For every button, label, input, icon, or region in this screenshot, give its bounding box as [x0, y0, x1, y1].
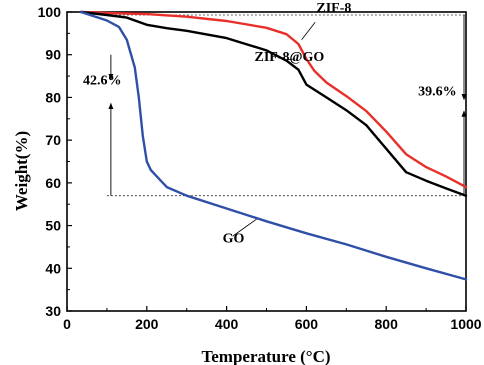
annotation-39-6-percent: 39.6% [418, 84, 457, 99]
y-tick-label: 50 [45, 218, 61, 234]
x-axis-title: Temperature (°C) [201, 347, 330, 365]
annotation-go: GO [223, 232, 245, 247]
series-line-zif-8-go [79, 10, 468, 197]
x-tick-label: 600 [295, 316, 319, 332]
x-tick-label: 400 [215, 316, 239, 332]
go-label-leader [232, 218, 257, 237]
x-tick-label: 200 [135, 316, 159, 332]
annotation-zif8: ZIF-8 [316, 1, 351, 16]
y-tick-label: 30 [45, 303, 61, 319]
x-tick-label: 0 [63, 316, 71, 332]
annotation-42-6-percent: 42.6% [83, 74, 122, 89]
annotations: ZIF-8 ZIF-8@GO GO 42.6% 39.6% [83, 1, 457, 247]
y-tick-label: 100 [38, 4, 62, 20]
zif8-label-leader [301, 22, 316, 41]
y-tick-label: 70 [45, 132, 61, 148]
x-tick-label: 1000 [450, 316, 481, 332]
annotation-zif8go: ZIF-8@GO [255, 50, 325, 65]
y-tick-label: 80 [45, 89, 61, 105]
series-line-zif-8 [79, 10, 468, 189]
y-axis-title: Weight(%) [12, 131, 31, 211]
series-group [79, 10, 468, 281]
zif8go-label-leader [282, 58, 296, 61]
y-tick-label: 60 [45, 175, 61, 191]
x-tick-label: 800 [375, 316, 399, 332]
y-tick-label: 90 [45, 47, 61, 63]
axis-ticks: 0 200 400 600 800 1000 30 40 50 60 70 80 90 100 [38, 4, 482, 332]
y-tick-label: 40 [45, 260, 61, 276]
reference-lines [106, 14, 467, 197]
series-line-go [79, 10, 468, 281]
